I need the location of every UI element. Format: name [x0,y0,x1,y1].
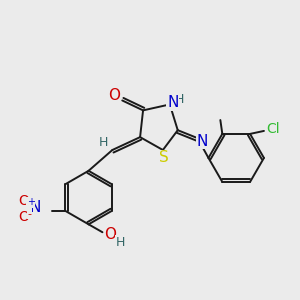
Text: Cl: Cl [266,122,280,136]
Text: S: S [159,150,169,165]
Text: -: - [28,209,32,219]
Text: N: N [30,200,41,215]
Text: +: + [27,197,35,207]
Text: O: O [108,88,120,103]
Text: H: H [99,136,108,148]
Text: N: N [197,134,208,148]
Text: H: H [175,93,184,106]
Text: N: N [167,95,178,110]
Text: O: O [18,210,29,224]
Text: O: O [104,227,116,242]
Text: O: O [18,194,29,208]
Text: H: H [116,236,125,249]
